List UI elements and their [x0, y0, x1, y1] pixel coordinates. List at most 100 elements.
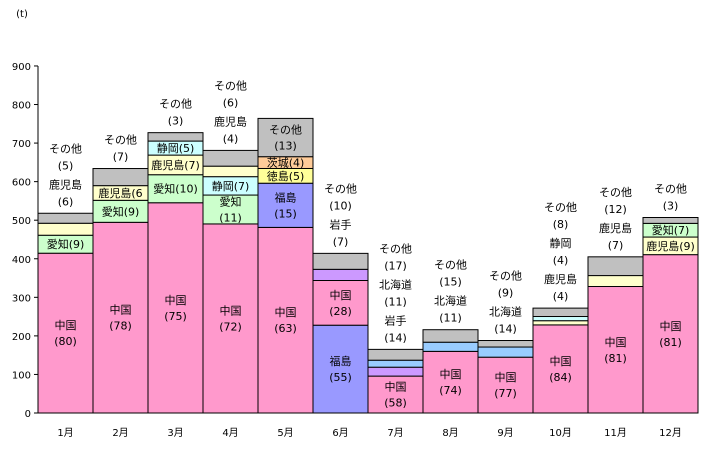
segment-share-label: (78) — [109, 320, 132, 333]
x-tick-label: 4月 — [222, 427, 238, 439]
segment-share-label: (74) — [439, 384, 462, 397]
segment-name-label: その他 — [214, 79, 247, 92]
segment-share-label: (7) — [333, 235, 349, 248]
bar-segment — [532, 307, 589, 318]
bar-segment — [147, 202, 204, 414]
segment-label: 静岡(7) — [212, 179, 250, 193]
x-tick-label: 3月 — [167, 427, 183, 439]
bar-segment — [257, 182, 314, 228]
segment-name-label: 福島 — [275, 190, 297, 204]
bar-segment — [587, 286, 644, 414]
bar-segment — [422, 350, 479, 414]
segment-label: 静岡(5) — [157, 141, 195, 155]
segment-share-label: (8) — [553, 218, 569, 231]
segment-name-label: その他 — [49, 142, 82, 155]
y-tick-label: 900 — [12, 62, 31, 73]
segment-label: 鹿児島(7) — [151, 158, 200, 172]
segment-share-label: (81) — [659, 336, 682, 349]
segment-share-label: (11) — [219, 211, 242, 224]
y-tick-label: 700 — [12, 139, 31, 150]
bar-segment — [477, 346, 534, 358]
segment-name-label: 中国 — [110, 304, 132, 317]
segment-name-label: 北海道 — [379, 277, 412, 291]
bar-segment — [312, 252, 369, 270]
bar-segment — [422, 341, 479, 352]
segment-label: 愛知(9) — [102, 204, 140, 218]
segment-share-label: (10) — [329, 199, 352, 212]
y-unit-label: (t) — [16, 9, 28, 20]
bar-segment — [532, 324, 589, 414]
segment-name-label: その他 — [599, 186, 632, 199]
x-tick-label: 10月 — [549, 427, 572, 439]
x-tick-label: 7月 — [387, 427, 403, 439]
bar-segment — [312, 324, 369, 414]
segment-name-label: 鹿児島 — [544, 272, 577, 286]
segment-share-label: (9) — [498, 287, 514, 300]
y-tick-label: 500 — [12, 216, 31, 227]
segment-name-label: 鹿児島 — [214, 114, 247, 128]
segment-name-label: 中国 — [440, 368, 462, 381]
bar-segment — [92, 221, 149, 414]
segment-name-label: 愛知 — [220, 194, 242, 208]
segment-share-label: (80) — [54, 335, 77, 348]
segment-share-label: (58) — [384, 397, 407, 410]
segment-name-label: その他 — [104, 134, 137, 147]
segment-label: 愛知(7) — [652, 223, 690, 237]
bar-segment — [202, 149, 259, 167]
segment-share-label: (12) — [604, 203, 627, 216]
segment-name-label: 中国 — [275, 306, 297, 319]
x-tick-label: 6月 — [332, 427, 348, 439]
segment-name-label: その他 — [379, 242, 412, 255]
segment-label: 鹿児島(9) — [646, 239, 695, 253]
segment-share-label: (15) — [274, 207, 297, 220]
bar-segment — [642, 254, 699, 414]
bar-segment — [92, 168, 149, 187]
segment-share-label: (63) — [274, 322, 297, 335]
segment-name-label: 鹿児島 — [49, 177, 82, 191]
segment-name-label: その他 — [654, 183, 687, 196]
segment-share-label: (14) — [384, 331, 407, 344]
segment-share-label: (72) — [219, 320, 242, 333]
segment-share-label: (77) — [494, 387, 517, 400]
y-tick-label: 100 — [12, 370, 31, 381]
segment-share-label: (4) — [553, 290, 569, 303]
segment-name-label: その他 — [159, 98, 192, 111]
bar-segment — [367, 359, 424, 368]
bar-segment — [422, 329, 479, 343]
segment-share-label: (14) — [494, 323, 517, 336]
x-tick-label: 11月 — [604, 427, 627, 439]
segment-name-label: その他 — [324, 182, 357, 195]
y-tick-label: 300 — [12, 293, 31, 304]
segment-name-label: 鹿児島 — [599, 221, 632, 235]
bar-segment — [37, 212, 94, 224]
x-tick-label: 1月 — [57, 427, 73, 439]
segment-name-label: 北海道 — [434, 294, 467, 308]
bar-segment — [532, 316, 589, 322]
segment-share-label: (11) — [439, 312, 462, 325]
bar-segment — [532, 320, 589, 326]
segment-name-label: 中国 — [550, 355, 572, 368]
segment-name-label: その他 — [269, 124, 302, 137]
segment-share-label: (6) — [58, 195, 74, 208]
bar-segment — [587, 275, 644, 288]
y-tick-label: 0 — [25, 409, 31, 420]
bar-segment — [642, 217, 699, 224]
segment-share-label: (17) — [384, 259, 407, 272]
segment-share-label: (4) — [223, 132, 239, 145]
segment-share-label: (6) — [223, 96, 239, 109]
bar-segment — [37, 222, 94, 236]
segment-label: 愛知(9) — [47, 237, 85, 251]
bar-segment — [202, 223, 259, 414]
segment-label: 徳島(5) — [267, 169, 305, 183]
segment-share-label: (3) — [663, 200, 679, 213]
segment-name-label: 北海道 — [489, 305, 522, 319]
y-tick-label: 800 — [12, 101, 31, 112]
segment-share-label: (28) — [329, 305, 352, 318]
segment-share-label: (75) — [164, 310, 187, 323]
bar-segment — [367, 375, 424, 414]
segment-share-label: (81) — [604, 352, 627, 365]
bar-segment — [477, 340, 534, 348]
segment-name-label: 岩手 — [385, 313, 407, 327]
segment-share-label: (7) — [113, 151, 129, 164]
